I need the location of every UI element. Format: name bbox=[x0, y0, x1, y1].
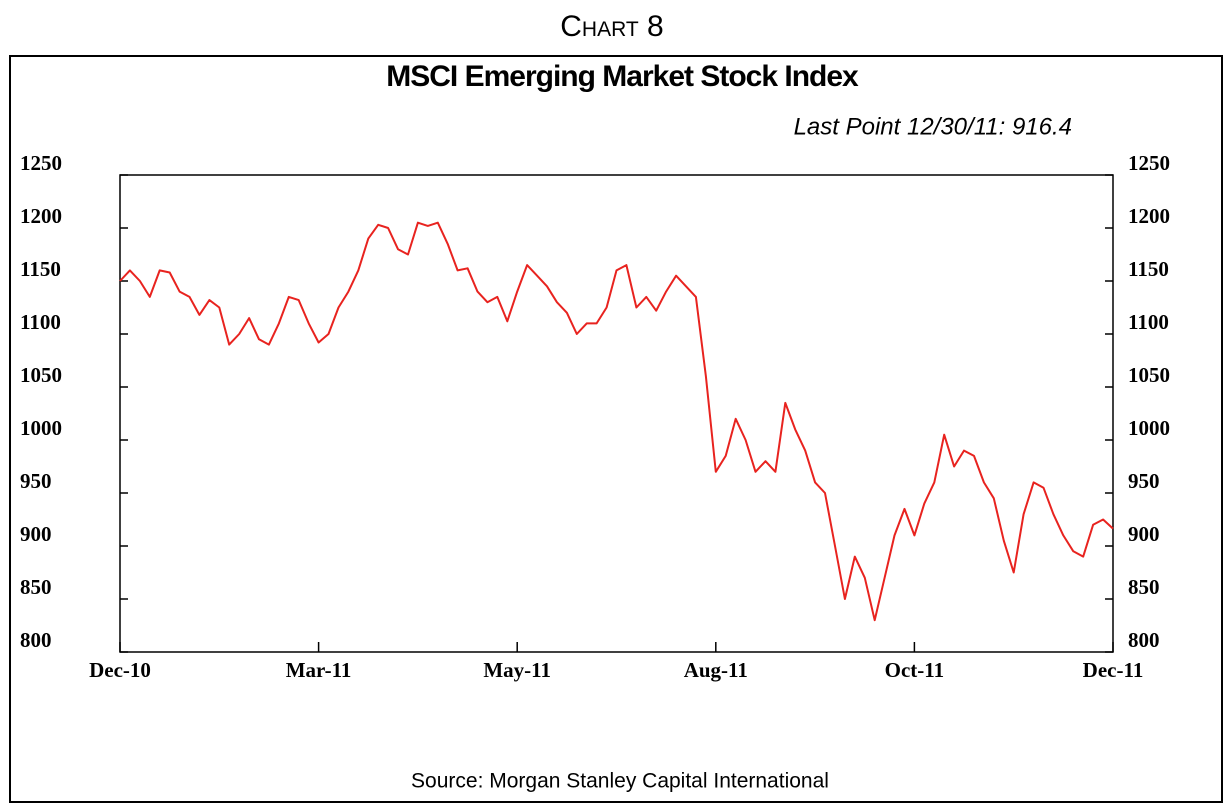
y-tick-label: 800 bbox=[20, 628, 52, 652]
x-tick-label: May-11 bbox=[483, 658, 551, 682]
y2-tick-label: 1200 bbox=[1128, 204, 1170, 228]
y2-tick-label: 1150 bbox=[1128, 257, 1169, 281]
y2-tick-label: 800 bbox=[1128, 628, 1160, 652]
y-tick-label: 850 bbox=[20, 575, 52, 599]
y2-tick-label: 950 bbox=[1128, 469, 1160, 493]
y-tick-label: 1000 bbox=[20, 416, 62, 440]
y-tick-label: 900 bbox=[20, 522, 52, 546]
x-tick-label: Aug-11 bbox=[684, 658, 748, 682]
frame bbox=[9, 55, 1223, 803]
source: Source: Morgan Stanley Capital Internati… bbox=[411, 770, 829, 793]
chart-title: MSCI Emerging Market Stock Index bbox=[386, 60, 859, 93]
plot-area bbox=[119, 174, 1114, 653]
annotation: Last Point 12/30/11: 916.4 bbox=[794, 113, 1072, 140]
y-tick-label: 1200 bbox=[20, 204, 62, 228]
y-tick-label: 1050 bbox=[20, 363, 62, 387]
y-tick-label: 1150 bbox=[20, 257, 61, 281]
x-tick-label: Oct-11 bbox=[885, 658, 944, 682]
x-tick-label: Dec-11 bbox=[1083, 658, 1144, 682]
y-tick-label: 1250 bbox=[20, 151, 62, 175]
y2-tick-label: 1250 bbox=[1128, 151, 1170, 175]
x-tick-label: Dec-10 bbox=[89, 658, 151, 682]
chart-heading: Chart 8 bbox=[560, 10, 663, 43]
line-series bbox=[119, 221, 1114, 622]
y-tick-label: 950 bbox=[20, 469, 52, 493]
y-tick-label: 1100 bbox=[20, 310, 61, 334]
y2-tick-label: 900 bbox=[1128, 522, 1160, 546]
y2-tick-label: 850 bbox=[1128, 575, 1160, 599]
y2-tick-label: 1050 bbox=[1128, 363, 1170, 387]
x-tick-label: Mar-11 bbox=[286, 658, 352, 682]
y2-tick-label: 1000 bbox=[1128, 416, 1170, 440]
y2-tick-label: 1100 bbox=[1128, 310, 1169, 334]
